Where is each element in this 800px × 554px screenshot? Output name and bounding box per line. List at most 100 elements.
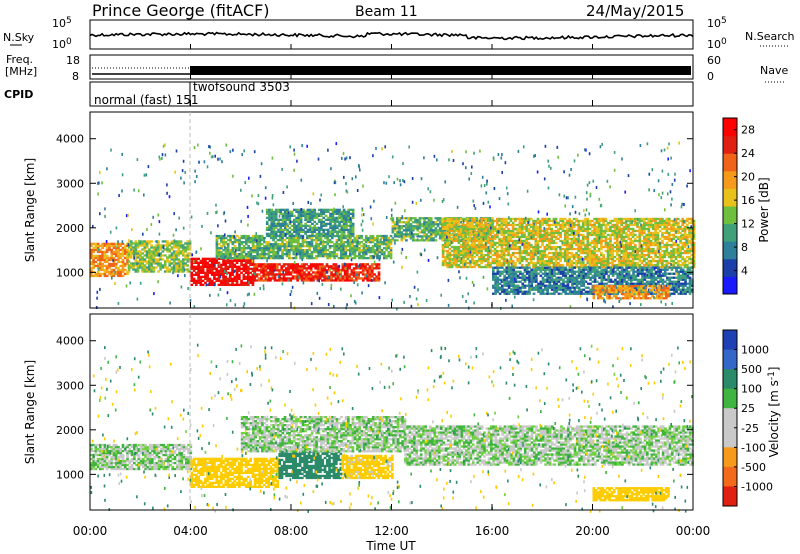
heatmap-cell bbox=[541, 241, 544, 245]
heatmap-cell bbox=[520, 263, 524, 267]
heatmap-cell bbox=[459, 251, 463, 255]
heatmap-cell bbox=[264, 269, 268, 272]
heatmap-cell bbox=[654, 235, 657, 239]
heatmap-cell bbox=[532, 261, 535, 265]
heatmap-cell bbox=[141, 248, 144, 251]
heatmap-cell bbox=[148, 266, 151, 269]
heatmap-cell bbox=[306, 212, 310, 215]
heatmap-cell bbox=[195, 283, 198, 286]
heatmap-cell bbox=[529, 259, 533, 263]
heatmap-cell bbox=[629, 263, 633, 267]
heatmap-cell bbox=[303, 255, 307, 258]
heatmap-cell bbox=[593, 247, 596, 251]
heatmap-cell bbox=[134, 260, 138, 263]
heatmap-cell bbox=[123, 246, 127, 250]
heatmap-cell bbox=[520, 217, 524, 221]
heatmap-cell bbox=[303, 265, 306, 268]
heatmap-cell bbox=[480, 253, 483, 257]
heatmap-cell bbox=[269, 277, 272, 280]
heatmap-cell bbox=[290, 228, 294, 231]
heatmap-cell bbox=[462, 249, 465, 253]
heatmap-cell bbox=[570, 245, 574, 249]
heatmap-cell bbox=[609, 227, 612, 231]
heatmap-cell bbox=[172, 262, 176, 265]
heatmap-cell bbox=[606, 259, 610, 263]
heatmap-cell bbox=[484, 265, 488, 269]
heatmap-cell bbox=[496, 241, 499, 245]
heatmap-cell bbox=[105, 250, 109, 254]
heatmap-cell bbox=[296, 277, 299, 280]
heatmap-cell bbox=[545, 229, 549, 233]
heatmap-cell bbox=[136, 252, 140, 255]
heatmap-cell bbox=[179, 268, 183, 271]
heatmap-cell bbox=[593, 231, 596, 235]
heatmap-cell bbox=[661, 259, 664, 263]
heatmap-cell bbox=[306, 230, 310, 233]
heatmap-cell bbox=[329, 232, 332, 235]
heatmap-cell bbox=[554, 223, 558, 227]
heatmap-cell bbox=[507, 235, 510, 239]
heatmap-cell bbox=[557, 253, 560, 257]
heatmap-cell bbox=[482, 231, 486, 235]
heatmap-cell bbox=[340, 241, 343, 244]
heatmap-cell bbox=[276, 253, 280, 256]
heatmap-cell bbox=[344, 249, 348, 252]
nsky-tick-top: 105 bbox=[52, 16, 72, 30]
heatmap-cell bbox=[570, 241, 574, 245]
heatmap-cell bbox=[251, 241, 255, 244]
heatmap-cell bbox=[606, 245, 610, 249]
heatmap-cell bbox=[595, 253, 599, 257]
heatmap-cell bbox=[294, 241, 298, 244]
heatmap-cell bbox=[336, 224, 339, 227]
heatmap-cell bbox=[380, 234, 384, 238]
heatmap-cell bbox=[238, 269, 241, 272]
heatmap-cell bbox=[177, 254, 181, 257]
heatmap-cell bbox=[186, 260, 190, 263]
heatmap-cell bbox=[482, 239, 486, 243]
heatmap-cell bbox=[493, 261, 497, 265]
heatmap-cell bbox=[168, 264, 172, 267]
heatmap-cell bbox=[336, 212, 339, 215]
heatmap-cell bbox=[622, 237, 626, 241]
heatmap-cell bbox=[615, 225, 619, 229]
heatmap-cell bbox=[473, 237, 477, 241]
heatmap-cell bbox=[244, 281, 248, 284]
heatmap-cell bbox=[316, 273, 320, 276]
heatmap-cell bbox=[304, 232, 307, 235]
heatmap-cell bbox=[285, 255, 289, 258]
heatmap-cell bbox=[661, 219, 664, 223]
heatmap-cell bbox=[568, 263, 572, 267]
heatmap-cell bbox=[450, 265, 454, 269]
heatmap-cell bbox=[615, 251, 619, 255]
heatmap-cell bbox=[385, 234, 388, 238]
heatmap-cell bbox=[453, 227, 456, 231]
heatmap-cell bbox=[561, 243, 565, 247]
heatmap-cell bbox=[190, 271, 194, 274]
heatmap-cell bbox=[627, 247, 630, 251]
heatmap-cell bbox=[224, 275, 228, 278]
heatmap-cell bbox=[351, 253, 354, 256]
heatmap-cell bbox=[127, 246, 131, 249]
heatmap-cell bbox=[121, 266, 125, 270]
heatmap-cell bbox=[624, 253, 628, 257]
heatmap-cell bbox=[304, 218, 307, 221]
heatmap-cell bbox=[300, 271, 304, 274]
heatmap-cell bbox=[643, 217, 646, 221]
heatmap-cell bbox=[295, 228, 298, 231]
heatmap-cell bbox=[337, 257, 341, 260]
heatmap-cell bbox=[550, 261, 553, 265]
heatmap-cell bbox=[464, 253, 468, 257]
heatmap-cell bbox=[434, 217, 438, 220]
heatmap-cell bbox=[320, 232, 323, 235]
heatmap-cell bbox=[554, 249, 558, 253]
heatmap-cell bbox=[613, 217, 617, 221]
heatmap-cell bbox=[584, 247, 587, 251]
heatmap-cell bbox=[361, 269, 365, 272]
heatmap-cell bbox=[110, 256, 114, 260]
heatmap-cell bbox=[622, 251, 626, 255]
heatmap-cell bbox=[543, 239, 547, 243]
heatmap-cell bbox=[649, 243, 653, 247]
heatmap-cell bbox=[359, 265, 363, 268]
heatmap-cell bbox=[432, 229, 435, 232]
heatmap-cell bbox=[568, 221, 572, 225]
